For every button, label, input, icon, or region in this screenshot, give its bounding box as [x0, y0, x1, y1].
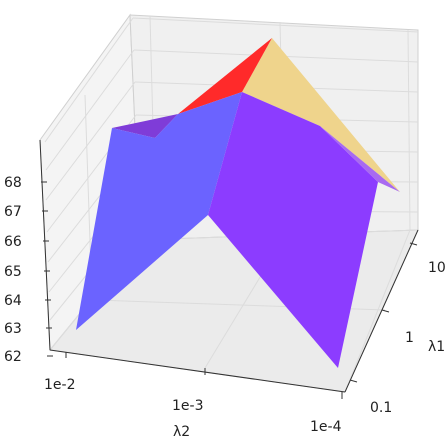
surface-face-purple-edge	[320, 126, 400, 192]
y-axis-line	[344, 229, 419, 393]
surface-face-violet-back	[112, 114, 178, 138]
y-ticks: 0.1 1 10 λ1	[349, 242, 446, 416]
z-axis-line	[39, 139, 51, 351]
z-tick-label: 62	[4, 349, 22, 365]
surface-face-peak	[242, 38, 400, 192]
surface-face-red	[178, 38, 272, 114]
z-tick-label: 66	[4, 234, 22, 250]
z-tick-label: 64	[4, 293, 22, 309]
z-tick-label: 68	[4, 175, 22, 191]
z-tick-label: 65	[4, 264, 22, 280]
surface	[76, 38, 400, 368]
x-axis-label: λ2	[173, 424, 190, 438]
x-tick-label: 1e-4	[310, 419, 342, 435]
axes	[39, 139, 419, 393]
x-ticks: 1e-2 1e-3 1e-4 λ2	[44, 352, 343, 438]
y-tick-label: 0.1	[370, 400, 392, 416]
x-axis-line	[49, 349, 346, 393]
z-tick-label: 67	[4, 204, 22, 220]
z-ticks: 68 67 66 65 64 63 62	[4, 175, 53, 365]
surface-face-blue-left	[76, 92, 242, 330]
y-tick-label: 10	[428, 260, 446, 276]
x-tick-label: 1e-2	[44, 377, 75, 393]
z-tick-label: 63	[4, 321, 22, 337]
surface-face-purple-right	[208, 92, 378, 368]
y-tick-label: 1	[405, 330, 414, 346]
x-tick-label: 1e-3	[172, 398, 203, 414]
y-axis-label: λ1	[428, 339, 445, 355]
